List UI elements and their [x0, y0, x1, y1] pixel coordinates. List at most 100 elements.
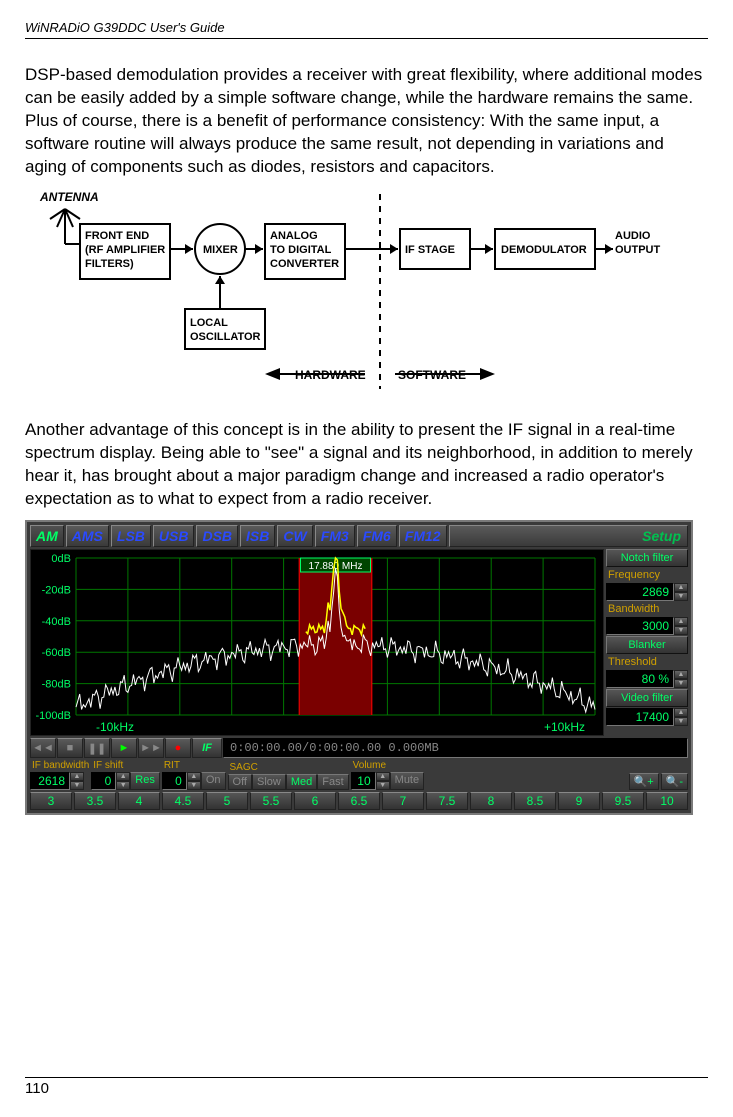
page-number: 110: [25, 1077, 708, 1097]
bandwidth-row: 33.544.555.566.577.588.599.510: [30, 792, 688, 810]
bandwidth-spinner[interactable]: ▲▼: [674, 617, 688, 635]
bw-9[interactable]: 9: [558, 792, 600, 810]
volume-label: Volume: [351, 760, 424, 771]
svg-text:LOCAL: LOCAL: [190, 317, 228, 329]
mute-button[interactable]: Mute: [390, 772, 424, 790]
zoom-out-button[interactable]: 🔍-: [661, 773, 688, 790]
volume-value[interactable]: 10: [351, 772, 376, 790]
sagc-med-button[interactable]: Med: [286, 774, 317, 790]
rit-label: RIT: [162, 760, 226, 771]
zoom-in-button[interactable]: 🔍+: [629, 773, 659, 790]
video-filter-button[interactable]: Video filter: [606, 689, 688, 707]
mode-tab-isb[interactable]: ISB: [240, 525, 275, 547]
blanker-button[interactable]: Blanker: [606, 636, 688, 654]
svg-text:-80dB: -80dB: [42, 679, 71, 691]
ifbw-spinner[interactable]: ▲▼: [70, 772, 84, 790]
mode-tab-cw[interactable]: CW: [277, 525, 312, 547]
ifshift-label: IF shift: [91, 760, 160, 771]
bw-7[interactable]: 7: [382, 792, 424, 810]
mode-tab-lsb[interactable]: LSB: [111, 525, 151, 547]
stop-button[interactable]: ■: [57, 738, 83, 758]
res-button[interactable]: Res: [130, 772, 160, 790]
svg-text:ANALOG: ANALOG: [270, 230, 318, 242]
rit-value[interactable]: 0: [162, 772, 187, 790]
side-panel: Notch filter Frequency 2869▲▼ Bandwidth …: [606, 549, 688, 736]
rit-spinner[interactable]: ▲▼: [187, 772, 201, 790]
ifbw-label: IF bandwidth: [30, 760, 89, 771]
sagc-off-button[interactable]: Off: [228, 774, 252, 790]
threshold-spinner[interactable]: ▲▼: [674, 670, 688, 688]
svg-text:TO DIGITAL: TO DIGITAL: [270, 244, 332, 256]
block-diagram: ANTENNA FRONT END (RF AMPLIFIER FILTERS)…: [35, 189, 708, 399]
threshold-label: Threshold: [606, 655, 688, 669]
pause-button[interactable]: ❚❚: [84, 738, 110, 758]
frequency-value[interactable]: 2869: [606, 583, 674, 601]
bw-5.5[interactable]: 5.5: [250, 792, 292, 810]
play-button[interactable]: ►: [111, 738, 137, 758]
svg-text:CONVERTER: CONVERTER: [270, 258, 339, 270]
bw-9.5[interactable]: 9.5: [602, 792, 644, 810]
frequency-label: Frequency: [606, 568, 688, 582]
bw-8.5[interactable]: 8.5: [514, 792, 556, 810]
record-button[interactable]: ●: [165, 738, 191, 758]
mode-tab-ams[interactable]: AMS: [66, 525, 109, 547]
svg-text:ANTENNA: ANTENNA: [39, 190, 99, 204]
threshold-value[interactable]: 80 %: [606, 670, 674, 688]
ifbw-value[interactable]: 2618: [30, 772, 70, 790]
bw-6[interactable]: 6: [294, 792, 336, 810]
mode-tab-fm6[interactable]: FM6: [357, 525, 397, 547]
svg-text:DEMODULATOR: DEMODULATOR: [501, 244, 587, 256]
paragraph-2: Another advantage of this concept is in …: [25, 419, 708, 511]
bw-3[interactable]: 3: [30, 792, 72, 810]
svg-text:FRONT END: FRONT END: [85, 230, 149, 242]
ifshift-value[interactable]: 0: [91, 772, 116, 790]
forward-button[interactable]: ►►: [138, 738, 164, 758]
spectrum-display: 0dB-20dB-40dB-60dB-80dB-100dB17.880 MHz-…: [30, 549, 604, 736]
mode-tab-am[interactable]: AM: [30, 525, 64, 547]
bw-4.5[interactable]: 4.5: [162, 792, 204, 810]
transport-bar: ◄◄ ■ ❚❚ ► ►► ● IF 0:00:00.00/0:00:00.00 …: [30, 738, 688, 758]
bw-6.5[interactable]: 6.5: [338, 792, 380, 810]
svg-text:0dB: 0dB: [51, 553, 71, 565]
video-filter-value[interactable]: 17400: [606, 708, 674, 726]
svg-text:MIXER: MIXER: [203, 244, 238, 256]
bw-5[interactable]: 5: [206, 792, 248, 810]
rewind-button[interactable]: ◄◄: [30, 738, 56, 758]
bw-8[interactable]: 8: [470, 792, 512, 810]
frequency-spinner[interactable]: ▲▼: [674, 583, 688, 601]
bw-10[interactable]: 10: [646, 792, 688, 810]
paragraph-1: DSP-based demodulation provides a receiv…: [25, 64, 708, 179]
bw-3.5[interactable]: 3.5: [74, 792, 116, 810]
video-filter-spinner[interactable]: ▲▼: [674, 708, 688, 726]
svg-text:-20dB: -20dB: [42, 585, 71, 597]
svg-text:OUTPUT: OUTPUT: [615, 244, 661, 256]
svg-text:OSCILLATOR: OSCILLATOR: [190, 331, 261, 343]
svg-text:SOFTWARE: SOFTWARE: [398, 368, 466, 382]
setup-tab[interactable]: Setup: [449, 525, 689, 547]
bw-4[interactable]: 4: [118, 792, 160, 810]
bandwidth-value[interactable]: 3000: [606, 617, 674, 635]
rit-on-button[interactable]: On: [201, 772, 226, 790]
mode-tab-fm12[interactable]: FM12: [399, 525, 447, 547]
mode-tab-dsb[interactable]: DSB: [196, 525, 238, 547]
mode-tabs: AMAMSLSBUSBDSBISBCWFM3FM6FM12Setup: [30, 525, 688, 547]
if-label[interactable]: IF: [192, 738, 222, 758]
svg-text:-60dB: -60dB: [42, 648, 71, 660]
mode-tab-fm3[interactable]: FM3: [315, 525, 355, 547]
time-display: 0:00:00.00/0:00:00.00 0.000MB: [223, 738, 688, 758]
mode-tab-usb[interactable]: USB: [153, 525, 195, 547]
doc-header: WiNRADiO G39DDC User's Guide: [25, 20, 708, 39]
svg-text:IF STAGE: IF STAGE: [405, 244, 455, 256]
svg-text:(RF AMPLIFIER: (RF AMPLIFIER: [85, 244, 165, 256]
sagc-slow-button[interactable]: Slow: [252, 774, 286, 790]
ifshift-spinner[interactable]: ▲▼: [116, 772, 130, 790]
volume-spinner[interactable]: ▲▼: [376, 772, 390, 790]
bandwidth-label: Bandwidth: [606, 602, 688, 616]
notch-filter-button[interactable]: Notch filter: [606, 549, 688, 567]
bw-7.5[interactable]: 7.5: [426, 792, 468, 810]
svg-text:HARDWARE: HARDWARE: [295, 368, 366, 382]
svg-text:FILTERS): FILTERS): [85, 258, 134, 270]
bottom-controls: IF bandwidth 2618▲▼ IF shift 0▲▼Res RIT …: [30, 760, 688, 790]
sagc-fast-button[interactable]: Fast: [317, 774, 348, 790]
svg-text:+10kHz: +10kHz: [544, 720, 585, 734]
